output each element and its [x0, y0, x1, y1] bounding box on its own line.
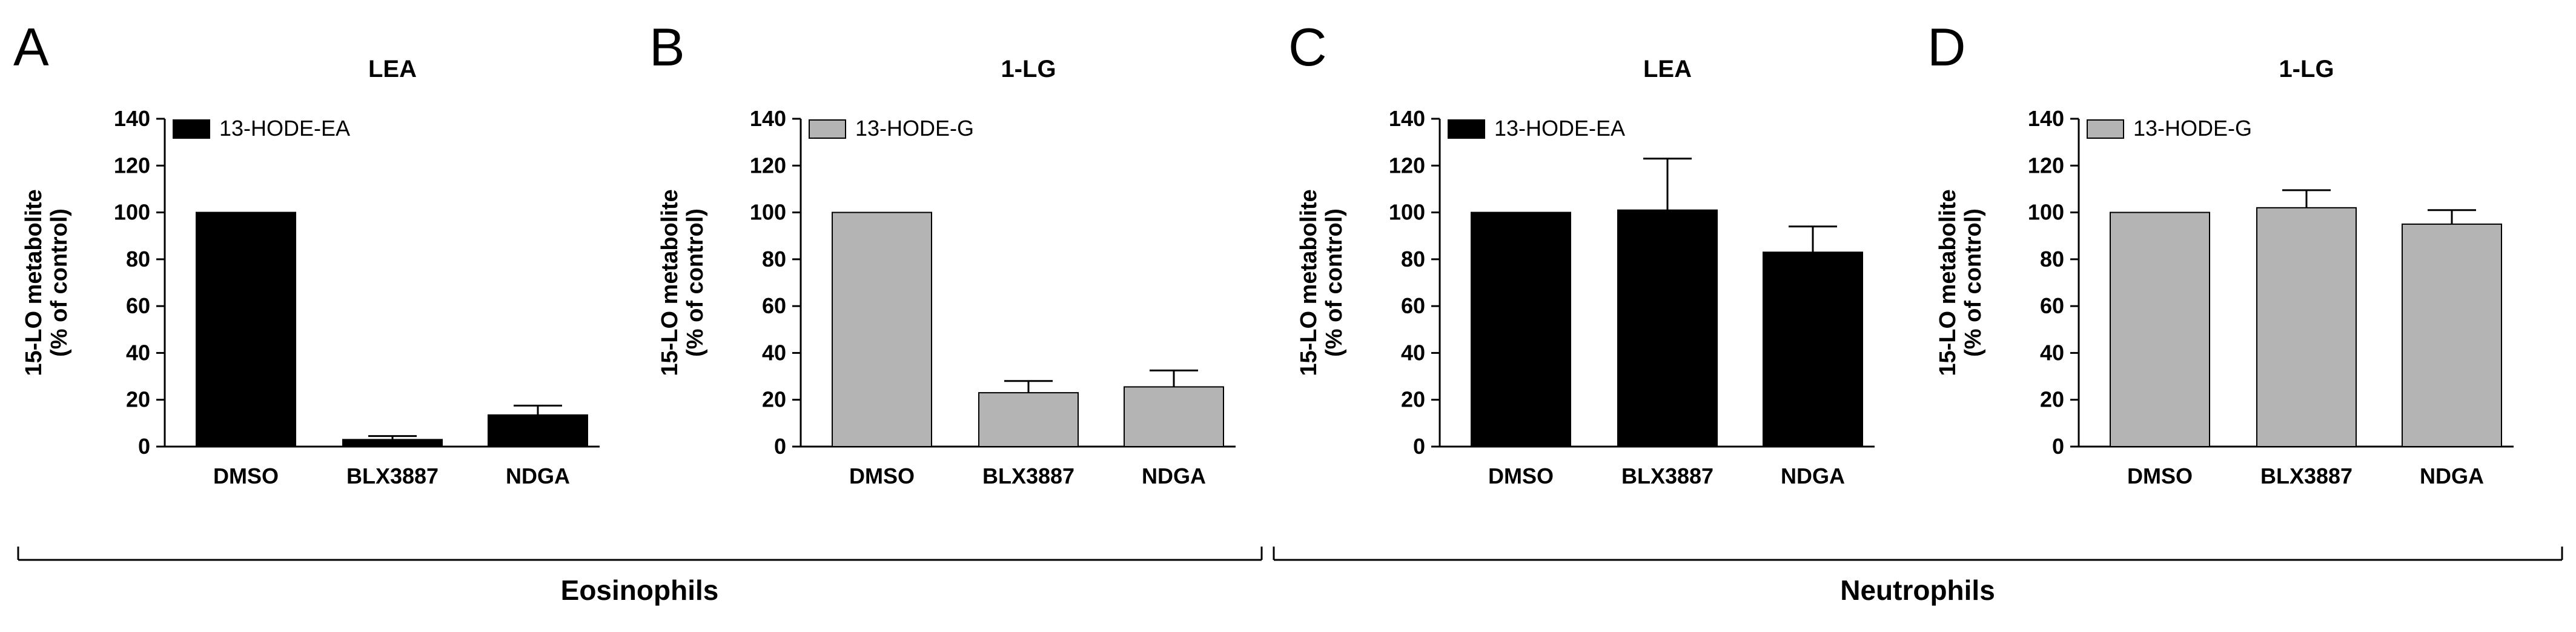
y-tick-label: 80	[126, 247, 150, 271]
chart-title: 1-LG	[1001, 56, 1056, 82]
category-label: BLX3887	[982, 464, 1074, 488]
category-label: DMSO	[2127, 464, 2193, 488]
y-axis-label: 15-LO metabolite	[1935, 189, 1961, 376]
y-tick-label: 40	[1401, 340, 1425, 365]
bar-ndga	[2402, 223, 2502, 447]
bar-dmso	[196, 211, 296, 447]
y-tick-label: 100	[114, 200, 150, 225]
category-label: BLX3887	[346, 464, 439, 488]
y-tick-label: 80	[1401, 247, 1425, 271]
category-label: NDGA	[506, 464, 570, 488]
bar-dmso	[832, 211, 932, 447]
category-label: NDGA	[1781, 464, 1845, 488]
y-tick-label: 0	[1413, 434, 1425, 459]
bar-dmso	[2110, 211, 2210, 447]
legend-swatch	[173, 119, 210, 139]
bar-dmso	[1471, 211, 1571, 447]
y-tick-label: 140	[2028, 106, 2064, 131]
y-tick-label: 80	[762, 247, 786, 271]
y-tick-label: 120	[1389, 153, 1425, 178]
y-axis-label-units: (% of control)	[1322, 208, 1347, 357]
y-tick-label: 60	[1401, 293, 1425, 318]
y-tick-label: 100	[2028, 200, 2064, 225]
y-tick-label: 20	[1401, 387, 1425, 412]
bar-blx3887	[978, 392, 1079, 447]
panel-letter: C	[1288, 17, 1327, 77]
bar-ndga	[1124, 386, 1224, 447]
y-tick-label: 80	[2040, 247, 2064, 271]
y-tick-label: 140	[1389, 106, 1425, 131]
legend-label: 13-HODE-EA	[219, 116, 350, 141]
chart-title: LEA	[368, 56, 417, 82]
panel-letter: D	[1927, 17, 1966, 77]
y-tick-label: 40	[762, 340, 786, 365]
y-tick-label: 0	[138, 434, 150, 459]
bar-ndga	[1763, 251, 1863, 447]
y-axis-label: 15-LO metabolite	[21, 189, 47, 376]
category-label: BLX3887	[2260, 464, 2353, 488]
bar-ndga	[488, 414, 588, 448]
y-tick-label: 140	[114, 106, 150, 131]
y-tick-label: 20	[126, 387, 150, 412]
group-label-eosinophils: Eosinophils	[561, 574, 719, 606]
y-tick-label: 100	[750, 200, 786, 225]
legend-swatch	[2087, 119, 2124, 139]
y-axis-label-units: (% of control)	[683, 208, 708, 357]
category-label: NDGA	[2420, 464, 2484, 488]
y-tick-label: 60	[762, 293, 786, 318]
bar-blx3887	[342, 439, 443, 448]
chart-title: LEA	[1643, 56, 1692, 82]
category-label: BLX3887	[1621, 464, 1713, 488]
panel-letter: B	[649, 17, 685, 77]
y-axis-label-units: (% of control)	[47, 208, 72, 357]
y-tick-label: 0	[774, 434, 786, 459]
y-tick-label: 100	[1389, 200, 1425, 225]
y-tick-label: 20	[2040, 387, 2064, 412]
y-tick-label: 20	[762, 387, 786, 412]
legend-swatch	[1448, 119, 1485, 139]
category-label: DMSO	[849, 464, 915, 488]
category-label: DMSO	[1488, 464, 1554, 488]
y-tick-label: 120	[114, 153, 150, 178]
y-tick-label: 60	[2040, 293, 2064, 318]
y-tick-label: 0	[2052, 434, 2064, 459]
y-tick-label: 140	[750, 106, 786, 131]
category-label: DMSO	[213, 464, 279, 488]
legend-label: 13-HODE-EA	[1494, 116, 1625, 141]
bar-blx3887	[1617, 209, 1718, 447]
group-label-neutrophils: Neutrophils	[1840, 574, 1995, 606]
y-axis-label: 15-LO metabolite	[1296, 189, 1322, 376]
legend-label: 13-HODE-G	[2133, 116, 2252, 141]
y-tick-label: 40	[126, 340, 150, 365]
y-tick-label: 60	[126, 293, 150, 318]
y-axis-label: 15-LO metabolite	[657, 189, 683, 376]
bar-blx3887	[2256, 207, 2357, 447]
y-tick-label: 120	[2028, 153, 2064, 178]
y-axis-label-units: (% of control)	[1961, 208, 1986, 357]
y-tick-label: 40	[2040, 340, 2064, 365]
legend-label: 13-HODE-G	[855, 116, 974, 141]
legend-swatch	[809, 119, 846, 139]
y-tick-label: 120	[750, 153, 786, 178]
category-label: NDGA	[1142, 464, 1206, 488]
panel-letter: A	[13, 17, 49, 77]
chart-title: 1-LG	[2279, 56, 2334, 82]
